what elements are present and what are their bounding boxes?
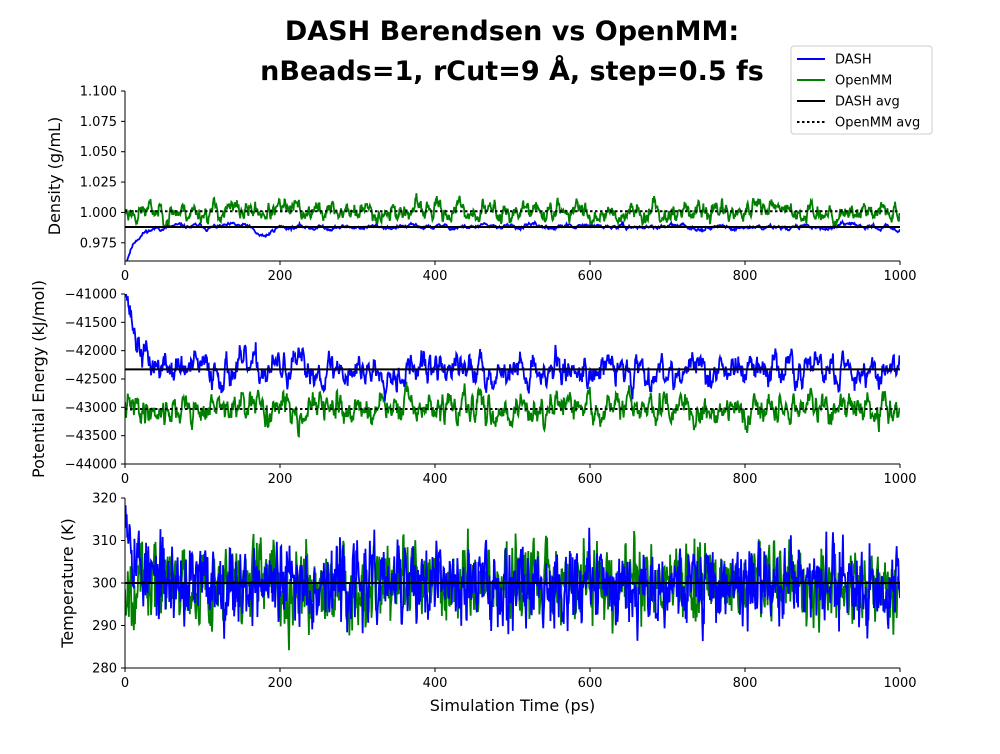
x-tick-label: 400	[423, 269, 448, 284]
x-tick-label: 400	[423, 472, 448, 487]
y-tick-label: 310	[92, 534, 117, 549]
series-line-dash	[125, 505, 900, 642]
legend-label: OpenMM avg	[835, 116, 920, 131]
y-tick-label: −42500	[65, 373, 117, 388]
x-tick-label: 1000	[883, 676, 916, 691]
x-tick-label: 800	[733, 472, 758, 487]
chart-title-line1: DASH Berendsen vs OpenMM:	[285, 16, 739, 47]
y-tick-label: 1.075	[80, 115, 117, 130]
series-line-dash	[126, 218, 900, 261]
plot-area	[125, 294, 900, 438]
legend: DASH OpenMM DASH avg OpenMM avg	[790, 45, 933, 135]
x-tick-label: 1000	[883, 269, 916, 284]
y-tick-label: −41000	[65, 288, 117, 303]
y-axis-label: Potential Energy (kJ/mol)	[29, 280, 48, 478]
y-axis-label: Density (g/mL)	[45, 117, 64, 235]
x-tick-label: 200	[268, 472, 293, 487]
panel-2: 0 200 400 600 800 1000 −44000 −43500 −43000 −4250…	[29, 280, 917, 487]
legend-label: OpenMM	[835, 74, 892, 89]
y-tick-label: 290	[92, 619, 117, 634]
x-tick-label: 400	[423, 676, 448, 691]
x-tick-label: 1000	[883, 472, 916, 487]
y-tick-label: 320	[92, 492, 117, 507]
legend-box	[790, 45, 933, 135]
x-tick-label: 200	[268, 269, 293, 284]
y-tick-label: −43000	[65, 401, 117, 416]
plot-area	[125, 193, 900, 261]
x-tick-label: 800	[733, 269, 758, 284]
y-tick-label: 1.100	[80, 85, 117, 100]
y-tick-label: 1.025	[80, 176, 117, 191]
y-tick-label: −44000	[65, 458, 117, 473]
y-tick-label: 1.050	[80, 145, 117, 160]
x-tick-label: 0	[121, 472, 129, 487]
series-line-openmm	[125, 193, 900, 229]
x-tick-label: 0	[121, 676, 129, 691]
x-tick-label: 600	[578, 676, 603, 691]
y-tick-label: 0.975	[80, 236, 117, 251]
y-tick-label: −42000	[65, 344, 117, 359]
y-tick-label: 280	[92, 662, 117, 677]
series-line-dash	[125, 294, 900, 401]
y-tick-label: 1.000	[80, 206, 117, 221]
x-tick-label: 0	[121, 269, 129, 284]
y-tick-label: −43500	[65, 429, 117, 444]
y-tick-label: 300	[92, 577, 117, 592]
x-tick-label: 800	[733, 676, 758, 691]
panel-3: 0 200 400 600 800 1000 280 290 300 310 320 Temperat…	[58, 492, 917, 716]
y-tick-label: −41500	[65, 316, 117, 331]
x-tick-label: 600	[578, 472, 603, 487]
legend-label: DASH	[835, 53, 872, 68]
x-tick-label: 200	[268, 676, 293, 691]
panel-1: 0 200 400 600 800 1000 0.975 1.000 1.025 1.050 1.0…	[45, 85, 917, 285]
x-axis-label: Simulation Time (ps)	[430, 696, 596, 715]
plot-area	[125, 505, 900, 651]
y-axis-label: Temperature (K)	[58, 518, 77, 648]
chart-title-line2: nBeads=1, rCut=9 Å, step=0.5 fs	[260, 55, 764, 87]
x-tick-label: 600	[578, 269, 603, 284]
legend-label: DASH avg	[835, 95, 900, 110]
